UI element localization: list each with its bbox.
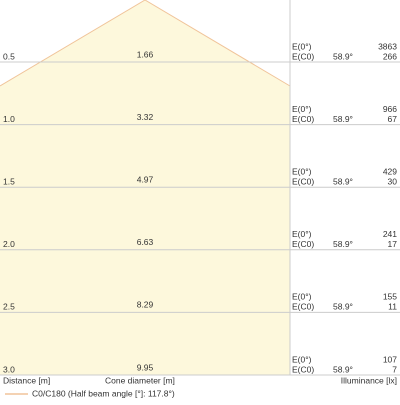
e0-label: E(0°) (292, 104, 312, 114)
distance: 1.0 (3, 114, 15, 124)
diameter: 4.97 (137, 174, 154, 184)
distance: 0.5 (3, 51, 15, 61)
ec0-label: E(C0) (292, 176, 314, 186)
diameter: 6.63 (137, 237, 154, 247)
footer-diameter: Cone diameter [m] (105, 375, 175, 385)
angle: 58.9° (333, 176, 353, 186)
cone-edge (0, 0, 291, 87)
e0-label: E(0°) (292, 166, 312, 176)
distance: 2.0 (3, 239, 15, 249)
e0-label: E(0°) (292, 41, 312, 51)
angle: 58.9° (333, 364, 353, 374)
ec0-label: E(C0) (292, 302, 314, 312)
footer-illuminance: Illuminance [lx] (341, 375, 397, 385)
diameter: 9.95 (137, 362, 154, 372)
angle: 58.9° (333, 302, 353, 312)
distance: 1.5 (3, 176, 15, 186)
angle: 58.9° (333, 114, 353, 124)
ec0-label: E(C0) (292, 51, 314, 61)
distance: 3.0 (3, 364, 15, 374)
ec0-value: 17 (388, 239, 398, 249)
e0-value: 966 (383, 104, 397, 114)
diameter: 8.29 (137, 300, 154, 310)
ec0-value: 30 (388, 176, 398, 186)
ec0-value: 11 (388, 302, 397, 312)
ec0-label: E(C0) (292, 364, 314, 374)
e0-label: E(0°) (292, 354, 312, 364)
diameter: 3.32 (137, 112, 154, 122)
ec0-value: 67 (388, 114, 398, 124)
ec0-value: 266 (383, 51, 397, 61)
ec0-label: E(C0) (292, 114, 314, 124)
angle: 58.9° (333, 51, 353, 61)
footer-distance: Distance [m] (3, 375, 50, 385)
ec0-label: E(C0) (292, 239, 314, 249)
legend-text: C0/C180 (Half beam angle [°]: 117.8°) (32, 388, 175, 398)
e0-label: E(0°) (292, 229, 312, 239)
distance: 2.5 (3, 302, 15, 312)
e0-value: 107 (383, 354, 397, 364)
e0-value: 429 (383, 166, 397, 176)
ec0-value: 7 (392, 364, 397, 374)
e0-value: 3863 (378, 41, 397, 51)
e0-value: 155 (383, 292, 397, 302)
e0-value: 241 (383, 229, 397, 239)
e0-label: E(0°) (292, 292, 312, 302)
diameter: 1.66 (137, 49, 154, 59)
angle: 58.9° (333, 239, 353, 249)
